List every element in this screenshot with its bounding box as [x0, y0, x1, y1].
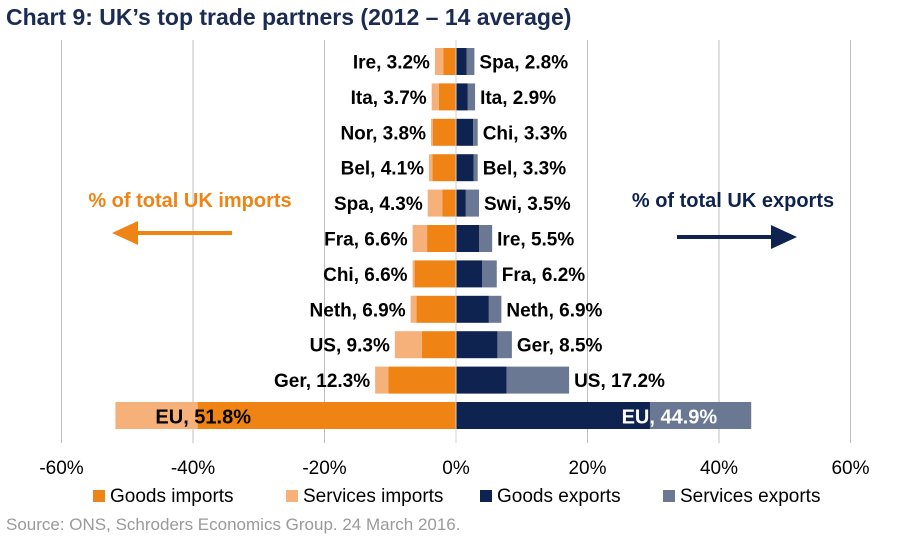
x-tick-label: 60% [831, 458, 869, 479]
bar-services-exports [473, 118, 478, 146]
bar-goods-exports [456, 331, 498, 359]
imports-arrow-head [112, 221, 138, 245]
bar-goods-exports [456, 118, 474, 146]
bar-services-exports [506, 366, 570, 394]
bar-services-imports [427, 189, 443, 217]
x-tick-label: 20% [568, 458, 606, 479]
bar-services-exports [473, 154, 478, 182]
data-label-import: Ita, 3.7% [351, 88, 427, 109]
bar-goods-exports [456, 402, 650, 429]
bar-services-exports [479, 225, 493, 252]
data-label-export: Neth, 6.9% [506, 300, 602, 321]
bar-services-imports [115, 402, 198, 429]
data-label-export: Swi, 3.5% [484, 194, 571, 215]
bar-goods-exports [456, 48, 467, 75]
chart-title: Chart 9: UK’s top trade partners (2012 –… [6, 4, 572, 30]
data-label-export: Ita, 2.9% [480, 88, 556, 109]
bar-goods-imports [442, 189, 456, 217]
x-tick-label: 0% [442, 458, 470, 479]
x-tick-label: -40% [171, 458, 215, 479]
bar-goods-exports [456, 295, 489, 323]
bar-services-exports [497, 331, 512, 359]
bar-goods-exports [456, 225, 480, 252]
data-label-import: Fra, 6.6% [324, 230, 408, 251]
data-label-export: Chi, 3.3% [483, 123, 568, 144]
bar-goods-imports [421, 331, 456, 359]
legend-label: Goods exports [497, 486, 621, 507]
data-label-import: Spa, 4.3% [334, 194, 423, 215]
data-label-import: Bel, 4.1% [341, 159, 425, 180]
legend-label: Goods imports [110, 486, 234, 507]
legend-swatch-services-imports [286, 490, 298, 502]
bar-services-exports [482, 260, 497, 288]
data-label-export: EU, 44.9% [622, 407, 718, 429]
data-label-import: US, 9.3% [310, 336, 390, 357]
data-label-export: Ire, 5.5% [497, 230, 574, 251]
x-tick-label: 40% [700, 458, 738, 479]
legend-swatch-goods-exports [480, 490, 492, 502]
bar-goods-exports [456, 154, 474, 182]
bar-services-exports [465, 189, 480, 217]
data-label-import: Neth, 6.9% [310, 300, 406, 321]
bar-goods-imports [438, 83, 456, 111]
data-label-import: Ire, 3.2% [353, 53, 430, 74]
data-label-import: Chi, 6.6% [323, 265, 408, 286]
bar-services-imports [412, 260, 415, 288]
bar-services-exports [467, 83, 476, 111]
bar-services-exports [649, 402, 752, 429]
bar-services-imports [431, 118, 433, 146]
legend-label: Services imports [303, 486, 443, 507]
bar-services-imports [375, 366, 389, 394]
data-label-export: Ger, 8.5% [517, 336, 603, 357]
bar-services-exports [466, 48, 475, 75]
bar-services-imports [434, 48, 444, 75]
bar-goods-imports [427, 225, 456, 252]
legend-swatch-goods-imports [93, 490, 105, 502]
bar-goods-imports [432, 154, 456, 182]
legend-swatch-services-exports [663, 490, 675, 502]
bar-goods-imports [416, 295, 456, 323]
data-label-import: Nor, 3.8% [340, 123, 426, 144]
data-label-export: US, 17.2% [574, 371, 665, 392]
bar-goods-exports [456, 260, 483, 288]
bar-services-imports [412, 225, 428, 252]
bar-services-imports [394, 331, 422, 359]
legend-label: Services exports [680, 486, 820, 507]
bar-goods-imports [388, 366, 456, 394]
bar-goods-imports [443, 48, 456, 75]
bar-goods-exports [456, 366, 507, 394]
data-label-import: Ger, 12.3% [274, 371, 370, 392]
x-tick-label: -20% [302, 458, 346, 479]
bar-services-imports [410, 295, 417, 323]
bar-goods-imports [432, 118, 456, 146]
bar-goods-exports [456, 189, 466, 217]
exports-arrow-head [771, 225, 797, 249]
x-tick-label: -60% [39, 458, 83, 479]
bar-goods-exports [456, 83, 468, 111]
data-label-export: Spa, 2.8% [479, 53, 568, 74]
data-label-export: Fra, 6.2% [502, 265, 586, 286]
bar-goods-imports [414, 260, 456, 288]
imports-annotation: % of total UK imports [88, 190, 291, 212]
data-label-export: Bel, 3.3% [483, 159, 567, 180]
exports-annotation: % of total UK exports [632, 190, 834, 212]
bar-goods-imports [197, 402, 457, 429]
bar-services-exports [488, 295, 502, 323]
source-note: Source: ONS, Schroders Economics Group. … [6, 515, 461, 534]
bar-services-imports [431, 83, 439, 111]
bar-services-imports [429, 154, 433, 182]
data-label-import: EU, 51.8% [155, 407, 251, 429]
